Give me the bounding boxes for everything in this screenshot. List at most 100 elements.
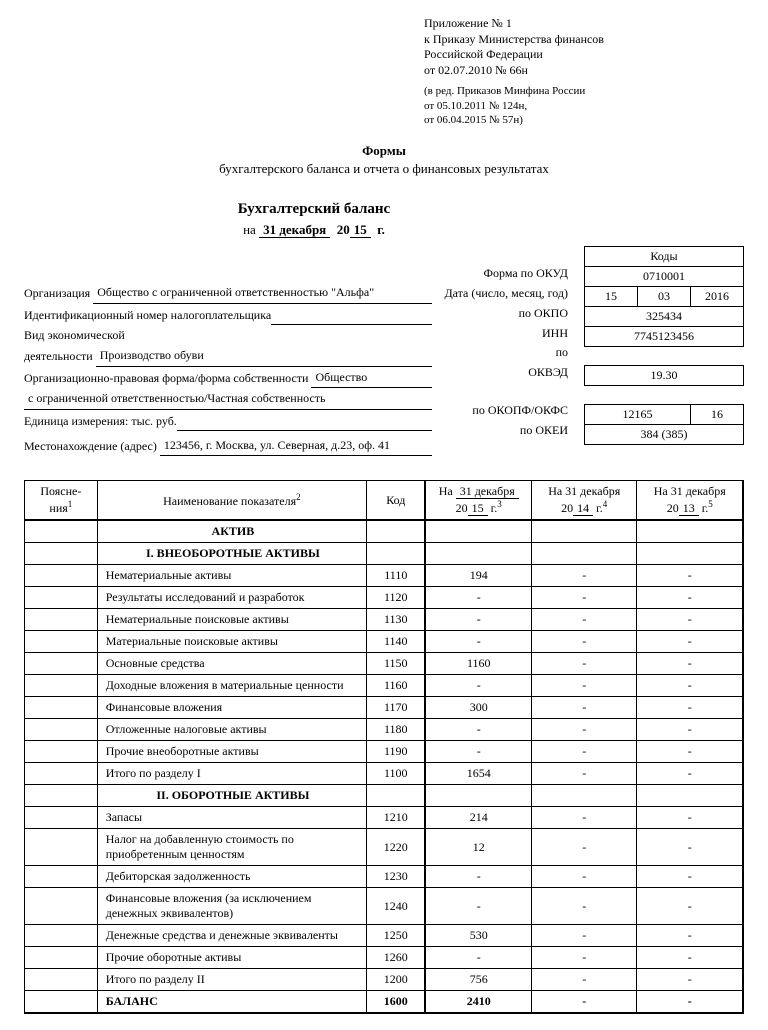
cell-v3: - bbox=[637, 829, 743, 866]
cell-expl bbox=[25, 719, 98, 741]
code-okei: 384 (385) bbox=[585, 425, 744, 445]
cell-v1: - bbox=[425, 947, 531, 969]
cell-v2: - bbox=[531, 829, 636, 866]
table-row: Материальные поисковые активы1140--- bbox=[25, 631, 744, 653]
cell-v3: - bbox=[637, 969, 743, 991]
cell-code bbox=[367, 543, 426, 565]
table-row: Итого по разделу II1200756-- bbox=[25, 969, 744, 991]
cell-name: Прочие оборотные активы bbox=[97, 947, 366, 969]
table-row: Дебиторская задолженность1230--- bbox=[25, 866, 744, 888]
cell-v3: - bbox=[637, 991, 743, 1014]
cell-expl bbox=[25, 866, 98, 888]
cell-v2: - bbox=[531, 807, 636, 829]
cell-name: Прочие внеоборотные активы bbox=[97, 741, 366, 763]
cell-v1 bbox=[425, 543, 531, 565]
info-left: Организация Общество с ограниченной отве… bbox=[24, 246, 432, 456]
code-date-d: 15 bbox=[585, 287, 638, 307]
cell-code bbox=[367, 520, 426, 543]
inn-right-label: ИНН bbox=[444, 324, 568, 344]
cell-name: I. ВНЕОБОРОТНЫЕ АКТИВЫ bbox=[97, 543, 366, 565]
cell-v3: - bbox=[637, 888, 743, 925]
activity-label-2: деятельности bbox=[24, 346, 93, 366]
on-label: на bbox=[243, 222, 256, 237]
cell-v2 bbox=[531, 785, 636, 807]
activity: Производство обуви bbox=[96, 345, 433, 366]
cell-v2: - bbox=[531, 741, 636, 763]
cell-code: 1250 bbox=[367, 925, 426, 947]
appendix-line: Приложение № 1 bbox=[424, 16, 744, 32]
cell-v2: - bbox=[531, 631, 636, 653]
inn-label: Идентификационный номер налогоплательщик… bbox=[24, 305, 271, 325]
date-label: Дата (число, месяц, год) bbox=[444, 284, 568, 304]
cell-v1: 1654 bbox=[425, 763, 531, 785]
cell-v2 bbox=[531, 520, 636, 543]
cell-name: Материальные поисковые активы bbox=[97, 631, 366, 653]
code-okopf: 12165 bbox=[585, 405, 691, 425]
cell-name: Итого по разделу I bbox=[97, 763, 366, 785]
cell-v3: - bbox=[637, 763, 743, 785]
cell-expl bbox=[25, 631, 98, 653]
cell-v2: - bbox=[531, 587, 636, 609]
cell-v3: - bbox=[637, 925, 743, 947]
cell-name: Нематериальные поисковые активы bbox=[97, 609, 366, 631]
cell-expl bbox=[25, 543, 98, 565]
th-col1: На 31 декабря 2015 г.3 bbox=[425, 481, 531, 521]
code-date-y: 2016 bbox=[691, 287, 744, 307]
th-col3: На 31 декабря 2013 г.5 bbox=[637, 481, 743, 521]
cell-expl bbox=[25, 653, 98, 675]
table-row: АКТИВ bbox=[25, 520, 744, 543]
cell-name: Финансовые вложения bbox=[97, 697, 366, 719]
forms-subtitle: бухгалтерского баланса и отчета о финанс… bbox=[24, 161, 744, 177]
table-row: II. ОБОРОТНЫЕ АКТИВЫ bbox=[25, 785, 744, 807]
table-row: Финансовые вложения (за исключением дене… bbox=[25, 888, 744, 925]
cell-v1: 1160 bbox=[425, 653, 531, 675]
cell-expl bbox=[25, 785, 98, 807]
org-label: Организация bbox=[24, 283, 90, 303]
cell-expl bbox=[25, 991, 98, 1014]
cell-code: 1600 bbox=[367, 991, 426, 1014]
cell-v3 bbox=[637, 520, 743, 543]
cell-expl bbox=[25, 609, 98, 631]
cell-expl bbox=[25, 675, 98, 697]
appendix-line: Российской Федерации bbox=[424, 47, 744, 63]
org-name: Общество с ограниченной ответственностью… bbox=[93, 282, 432, 303]
cell-name: БАЛАНС bbox=[97, 991, 366, 1014]
cell-expl bbox=[25, 829, 98, 866]
code-okfs: 16 bbox=[691, 405, 744, 425]
cell-v3 bbox=[637, 543, 743, 565]
cell-v3: - bbox=[637, 947, 743, 969]
cell-v1: 2410 bbox=[425, 991, 531, 1014]
cell-expl bbox=[25, 925, 98, 947]
okpo-label: по ОКПО bbox=[444, 304, 568, 324]
cell-v3: - bbox=[637, 741, 743, 763]
cell-expl bbox=[25, 807, 98, 829]
cell-v1: - bbox=[425, 631, 531, 653]
table-row: Доходные вложения в материальные ценност… bbox=[25, 675, 744, 697]
cell-v2: - bbox=[531, 697, 636, 719]
year-suffix: г. bbox=[377, 222, 385, 237]
cell-code: 1140 bbox=[367, 631, 426, 653]
cell-v2: - bbox=[531, 991, 636, 1014]
cell-v2: - bbox=[531, 925, 636, 947]
cell-name: II. ОБОРОТНЫЕ АКТИВЫ bbox=[97, 785, 366, 807]
cell-v1: - bbox=[425, 866, 531, 888]
activity-label-1: Вид экономической bbox=[24, 325, 125, 345]
cell-name: Основные средства bbox=[97, 653, 366, 675]
th-col2: На 31 декабря 2014 г.4 bbox=[531, 481, 636, 521]
cell-v2: - bbox=[531, 763, 636, 785]
legal-1: Общество bbox=[311, 367, 432, 388]
cell-v1: - bbox=[425, 675, 531, 697]
okved-label: ОКВЭД bbox=[444, 363, 568, 383]
cell-code: 1130 bbox=[367, 609, 426, 631]
cell-code: 1230 bbox=[367, 866, 426, 888]
balance-day-month: 31 декабря bbox=[259, 222, 330, 238]
info-block: Организация Общество с ограниченной отве… bbox=[24, 246, 744, 456]
table-row: Нематериальные поисковые активы1130--- bbox=[25, 609, 744, 631]
cell-code bbox=[367, 785, 426, 807]
appendix-line: от 06.04.2015 № 57н) bbox=[424, 113, 744, 127]
cell-code: 1110 bbox=[367, 565, 426, 587]
cell-v2: - bbox=[531, 653, 636, 675]
legal-label: Организационно-правовая форма/форма собс… bbox=[24, 368, 308, 388]
code-okud: 0710001 bbox=[585, 267, 744, 287]
cell-v3: - bbox=[637, 675, 743, 697]
